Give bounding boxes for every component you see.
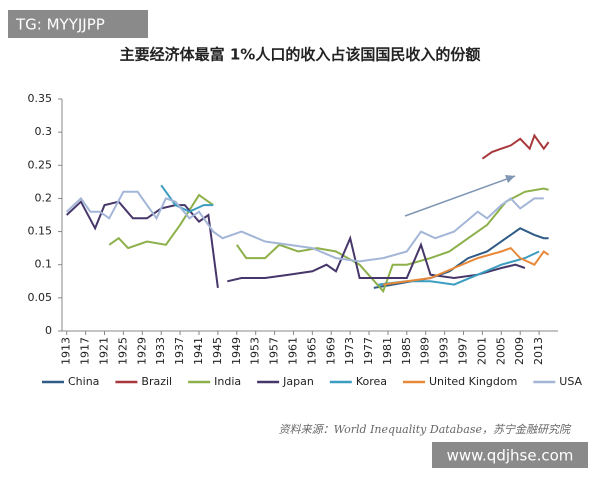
y-tick-label: 0.25: [28, 158, 53, 171]
watermark-box: [432, 442, 588, 468]
x-tick-label: 1933: [154, 337, 167, 365]
y-tick-label: 0.2: [35, 191, 53, 204]
legend-label: Japan: [282, 375, 314, 388]
x-tick-label: 1985: [400, 337, 413, 365]
legend-label: China: [68, 375, 99, 388]
x-tick-label: 1949: [230, 337, 243, 365]
x-tick-label: 1945: [211, 337, 224, 365]
x-tick-label: 1961: [286, 337, 299, 365]
chart-title: 主要经济体最富 1%人口的收入占该国国民收入的份额: [120, 46, 481, 64]
x-tick-label: 1937: [173, 337, 186, 365]
x-tick-label: 1913: [60, 337, 73, 365]
x-tick-label: 1925: [116, 337, 129, 365]
trend-arrow: [404, 175, 516, 217]
x-tick-label: 1941: [192, 337, 205, 365]
x-tick-label: 1993: [438, 337, 451, 365]
arrow-head: [505, 175, 515, 183]
watermark-box: [8, 10, 148, 38]
x-tick-label: 1977: [362, 337, 375, 365]
legend-label: Brazil: [141, 375, 172, 388]
x-tick-label: 1957: [268, 337, 281, 365]
x-tick-label: 2001: [475, 337, 488, 365]
y-tick-label: 0.1: [35, 258, 53, 271]
x-tick-label: 1969: [324, 337, 337, 365]
series-line: [383, 246, 550, 286]
y-tick-label: 0: [45, 324, 52, 337]
series-line: [66, 190, 544, 263]
y-tick-label: 0.15: [28, 225, 53, 238]
x-tick-label: 1917: [79, 337, 92, 365]
legend-label: India: [214, 375, 241, 388]
legend-label: USA: [559, 375, 582, 388]
watermark: TG: MYYJJPP: [15, 16, 105, 34]
x-tick-label: 2013: [532, 337, 545, 365]
x-tick-label: 1989: [419, 337, 432, 365]
x-tick-label: 1973: [343, 337, 356, 365]
series-line: [481, 133, 550, 160]
legend-label: Korea: [356, 375, 387, 388]
x-tick-label: 2009: [513, 337, 526, 365]
watermark: www.qdjhse.com: [447, 447, 574, 465]
y-tick-label: 0.3: [35, 125, 53, 138]
x-tick-label: 2005: [494, 337, 507, 365]
x-tick-label: 1997: [457, 337, 470, 365]
x-tick-label: 1929: [135, 337, 148, 365]
legend-label: United Kingdom: [429, 375, 517, 388]
source: 资料来源：World Inequality Database，苏宁金融研究院: [279, 423, 572, 436]
y-tick-label: 0.05: [28, 291, 53, 304]
x-tick-label: 1965: [305, 337, 318, 365]
x-tick-label: 1981: [381, 337, 394, 365]
x-tick-label: 1921: [98, 337, 111, 365]
x-tick-label: 1953: [249, 337, 262, 365]
y-tick-label: 0.35: [28, 92, 53, 105]
